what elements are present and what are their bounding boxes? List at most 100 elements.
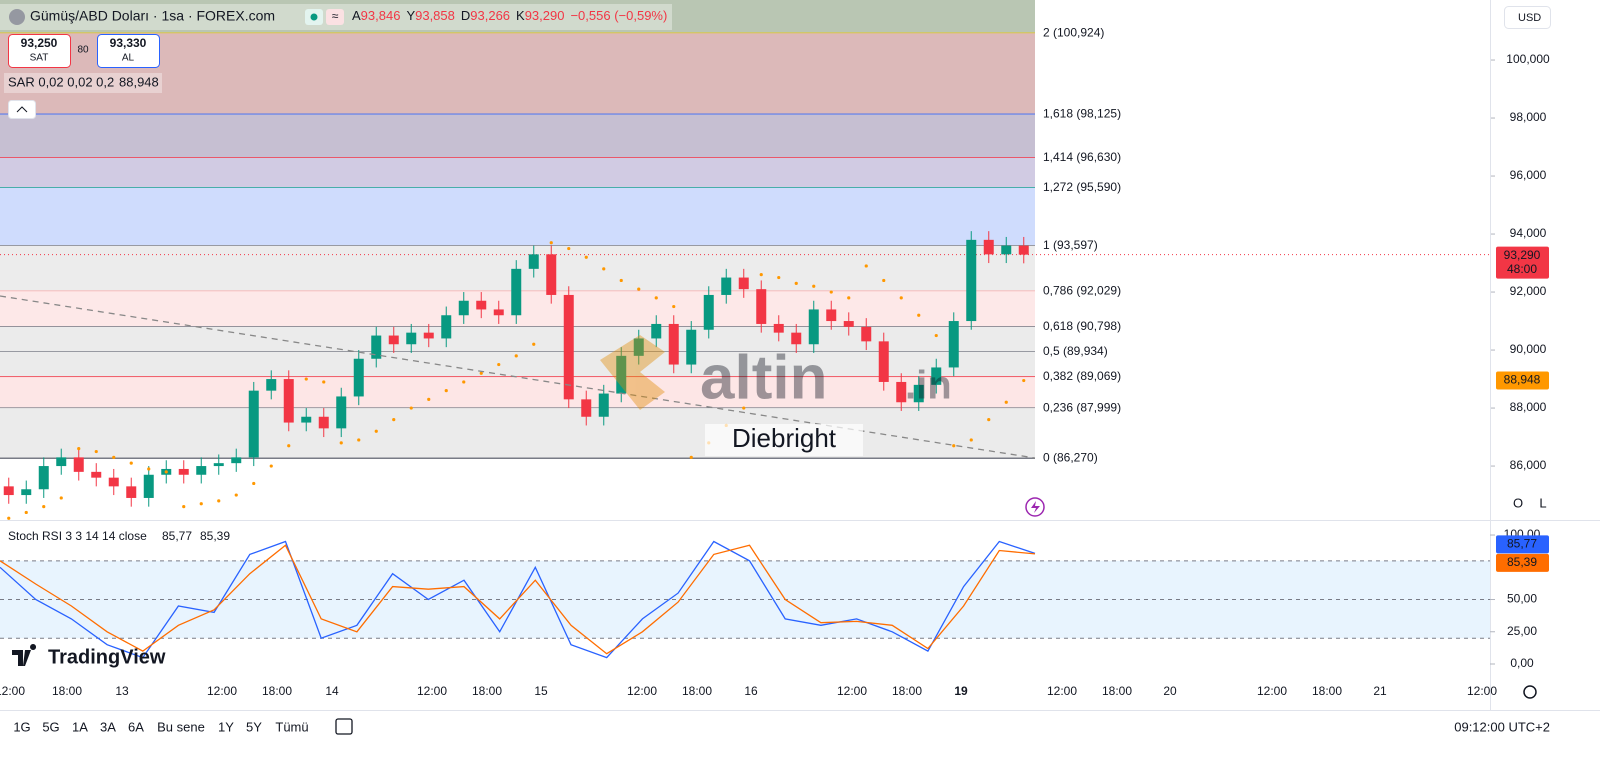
- sar-dot: [427, 397, 431, 401]
- stoch-k-tag: [1496, 535, 1549, 554]
- candle-body: [598, 393, 609, 417]
- candle-body: [126, 486, 137, 498]
- ohlc-value: 93,266: [470, 8, 510, 23]
- x-tick-label: 18:00: [682, 684, 712, 698]
- stoch-title: Stoch RSI 3 3 14 14 close: [8, 529, 147, 543]
- sell-button[interactable]: [8, 34, 71, 68]
- ohlc-key: K: [516, 8, 525, 23]
- range-button[interactable]: Tümü: [275, 719, 308, 734]
- buy-label: AL: [122, 53, 135, 64]
- candle-body: [73, 457, 84, 472]
- currency-button[interactable]: [1504, 6, 1551, 29]
- delay-icon: ≈: [332, 9, 339, 23]
- fib-zone: [0, 33, 1035, 115]
- sar-dot: [252, 481, 256, 486]
- candle-body: [1018, 245, 1029, 255]
- sar-dot: [182, 505, 186, 509]
- candle-body: [948, 321, 959, 368]
- settings-icon[interactable]: [1523, 685, 1537, 699]
- scale-toggle[interactable]: L: [1539, 495, 1546, 510]
- sar-bg: [4, 73, 162, 93]
- delay-badge[interactable]: [326, 9, 344, 25]
- candle-body: [808, 309, 819, 345]
- stoch-tick-label: 25,00: [1507, 624, 1537, 638]
- candle-body: [21, 489, 32, 496]
- watermark: altin .in: [600, 335, 952, 412]
- range-button[interactable]: 5Y: [246, 719, 262, 734]
- x-tick-label: 12:00: [1467, 684, 1497, 698]
- x-tick-label: 12:00: [207, 684, 237, 698]
- sar-dot: [217, 499, 221, 503]
- x-tick-label: 12:00: [1257, 684, 1287, 698]
- range-button[interactable]: 6A: [128, 719, 144, 734]
- range-button[interactable]: 1A: [72, 719, 88, 734]
- fib-zone: [0, 0, 1035, 34]
- sar-dot: [514, 354, 518, 358]
- collapse-button[interactable]: [8, 100, 36, 119]
- sar-dot: [42, 505, 46, 509]
- candle-body: [703, 294, 714, 330]
- y-tick-label: 98,000: [1510, 110, 1547, 124]
- sar-dot: [479, 371, 483, 375]
- candle-body: [896, 381, 907, 403]
- candle-body: [196, 466, 207, 475]
- sar-dot: [24, 510, 28, 515]
- sar-dot: [322, 380, 326, 384]
- range-button[interactable]: 3A: [100, 719, 116, 734]
- spread: 80: [77, 45, 89, 56]
- collapse-icon: [16, 106, 28, 113]
- symbol[interactable]: Gümüş/ABD Doları · 1sa · FOREX.com: [30, 8, 275, 24]
- candle-body: [581, 399, 592, 417]
- ohlc-key: Y: [406, 8, 415, 23]
- stoch-d-value: 85,39: [200, 529, 230, 543]
- candle-body: [546, 254, 557, 295]
- y-tick-label: 100,000: [1506, 52, 1550, 66]
- stoch-k-tag-label: 85,77: [1507, 537, 1537, 551]
- fib-label: 1,414 (96,630): [1043, 150, 1121, 164]
- candle-body: [91, 471, 102, 478]
- sar-dot: [777, 275, 781, 280]
- sar-dot: [917, 313, 921, 317]
- x-tick-label: 15: [534, 684, 548, 698]
- x-tick-label: 18:00: [892, 684, 922, 698]
- candle-body: [476, 300, 487, 310]
- watermark-suffix: .in: [905, 364, 952, 408]
- calendar-icon[interactable]: [335, 718, 353, 735]
- candle-body: [178, 468, 189, 475]
- status-dot: [310, 13, 318, 21]
- candle-body: [861, 326, 872, 342]
- y-tick-label: 86,000: [1510, 458, 1547, 472]
- sar-dot: [94, 449, 98, 454]
- candle-body: [248, 390, 259, 458]
- candle-body: [633, 338, 644, 356]
- fib-zones: 2 (100,924) 1,618 (98,125) 1,414 (96,630) 1…: [0, 0, 1121, 464]
- sar-dot: [392, 418, 396, 422]
- candle-body: [441, 315, 452, 339]
- sar-dot: [497, 362, 501, 367]
- candle-body: [493, 309, 504, 316]
- price-pane: 100,000 98,000 96,000 94,000 92,000 90,000 88,…: [0, 52, 1550, 520]
- alert-icon[interactable]: [1025, 497, 1045, 517]
- candle-body: [791, 332, 802, 345]
- buy-button[interactable]: [97, 34, 160, 68]
- candle-body: [318, 416, 329, 429]
- candle-body: [56, 457, 67, 467]
- fib-label: 0,382 (89,069): [1043, 369, 1121, 383]
- candle-body: [721, 277, 732, 295]
- range-button[interactable]: Bu sene: [157, 719, 205, 734]
- range-button[interactable]: 1G: [13, 719, 30, 734]
- tv-logo[interactable]: TradingView: [48, 646, 166, 668]
- sar-dot: [374, 429, 378, 433]
- ohlc-value: 93,858: [415, 8, 455, 23]
- watermark-icon: [600, 335, 665, 410]
- x-tick-label: 12:00: [627, 684, 657, 698]
- log-toggle[interactable]: O: [1513, 495, 1523, 510]
- sar-dot: [829, 290, 833, 294]
- clock[interactable]: 09:12:00 UTC+2: [1454, 719, 1550, 734]
- sar-legend: SAR 0,02 0,02 0,2: [8, 74, 114, 89]
- range-button[interactable]: 1Y: [218, 719, 234, 734]
- range-button[interactable]: 5G: [42, 719, 59, 734]
- candle-body: [563, 294, 574, 400]
- sar-dot: [112, 455, 116, 459]
